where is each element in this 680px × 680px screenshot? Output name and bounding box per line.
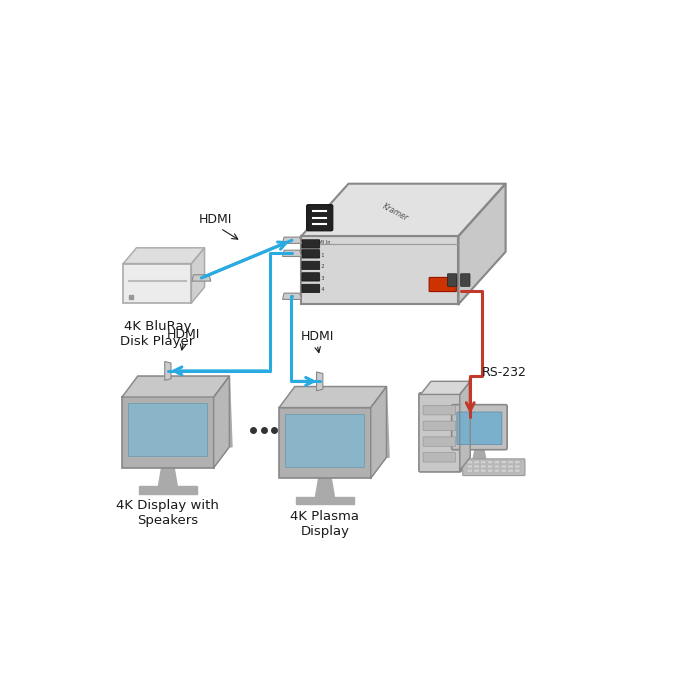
FancyBboxPatch shape xyxy=(467,465,473,468)
FancyBboxPatch shape xyxy=(419,393,461,472)
FancyBboxPatch shape xyxy=(423,405,456,415)
Polygon shape xyxy=(296,496,354,505)
Polygon shape xyxy=(473,448,486,458)
FancyBboxPatch shape xyxy=(452,405,507,449)
Polygon shape xyxy=(122,376,229,397)
Polygon shape xyxy=(371,387,386,478)
FancyBboxPatch shape xyxy=(501,460,507,464)
Text: HDMI In: HDMI In xyxy=(311,240,330,245)
Polygon shape xyxy=(301,236,458,304)
Polygon shape xyxy=(282,293,301,299)
FancyBboxPatch shape xyxy=(429,277,456,292)
FancyBboxPatch shape xyxy=(423,437,456,446)
FancyBboxPatch shape xyxy=(481,465,486,468)
FancyBboxPatch shape xyxy=(302,284,320,292)
FancyBboxPatch shape xyxy=(508,469,513,472)
Polygon shape xyxy=(460,381,471,471)
FancyBboxPatch shape xyxy=(462,459,525,475)
Text: 4K BluRay
Disk Player: 4K BluRay Disk Player xyxy=(120,320,194,348)
Polygon shape xyxy=(282,237,301,243)
Polygon shape xyxy=(139,486,197,494)
FancyBboxPatch shape xyxy=(307,205,333,231)
FancyBboxPatch shape xyxy=(447,274,457,286)
Text: HDMI: HDMI xyxy=(199,213,232,226)
FancyBboxPatch shape xyxy=(474,465,479,468)
Polygon shape xyxy=(129,403,207,456)
FancyBboxPatch shape xyxy=(302,240,320,248)
Polygon shape xyxy=(165,362,171,380)
FancyBboxPatch shape xyxy=(460,274,470,286)
FancyBboxPatch shape xyxy=(474,469,479,472)
FancyBboxPatch shape xyxy=(508,460,513,464)
FancyBboxPatch shape xyxy=(302,250,320,258)
Text: Out 1: Out 1 xyxy=(311,253,324,258)
FancyBboxPatch shape xyxy=(515,469,520,472)
Text: Out 4: Out 4 xyxy=(311,288,324,292)
Polygon shape xyxy=(123,264,192,303)
Polygon shape xyxy=(192,248,205,303)
FancyBboxPatch shape xyxy=(508,465,513,468)
FancyBboxPatch shape xyxy=(467,460,473,464)
FancyBboxPatch shape xyxy=(501,469,507,472)
Polygon shape xyxy=(123,248,205,264)
FancyBboxPatch shape xyxy=(467,469,473,472)
FancyBboxPatch shape xyxy=(488,469,493,472)
FancyBboxPatch shape xyxy=(515,460,520,464)
FancyBboxPatch shape xyxy=(501,465,507,468)
FancyBboxPatch shape xyxy=(423,453,456,462)
FancyBboxPatch shape xyxy=(302,261,320,269)
Text: 4K Plasma
Display: 4K Plasma Display xyxy=(290,509,360,538)
Polygon shape xyxy=(295,387,389,457)
FancyBboxPatch shape xyxy=(488,465,493,468)
FancyBboxPatch shape xyxy=(474,460,479,464)
FancyBboxPatch shape xyxy=(481,460,486,464)
Text: HDMI: HDMI xyxy=(167,328,200,341)
Text: 4K Display with
Speakers: 4K Display with Speakers xyxy=(116,499,219,527)
FancyBboxPatch shape xyxy=(494,469,500,472)
FancyBboxPatch shape xyxy=(515,465,520,468)
FancyBboxPatch shape xyxy=(494,465,500,468)
Polygon shape xyxy=(458,184,505,304)
Polygon shape xyxy=(122,397,214,468)
Polygon shape xyxy=(158,468,177,486)
Polygon shape xyxy=(138,376,232,447)
Text: Kramer: Kramer xyxy=(381,202,410,223)
Polygon shape xyxy=(279,387,386,407)
Polygon shape xyxy=(279,407,371,478)
Text: RS-232: RS-232 xyxy=(482,366,527,379)
FancyBboxPatch shape xyxy=(481,469,486,472)
Polygon shape xyxy=(420,381,471,394)
Polygon shape xyxy=(192,275,211,281)
Polygon shape xyxy=(317,372,323,391)
Text: Out 3: Out 3 xyxy=(311,276,324,281)
FancyBboxPatch shape xyxy=(488,460,493,464)
Polygon shape xyxy=(282,250,301,256)
Polygon shape xyxy=(316,478,335,496)
FancyBboxPatch shape xyxy=(423,421,456,430)
Polygon shape xyxy=(286,414,364,466)
FancyBboxPatch shape xyxy=(302,273,320,281)
Text: Out 2: Out 2 xyxy=(311,265,324,269)
Text: HDMI: HDMI xyxy=(301,330,334,343)
FancyBboxPatch shape xyxy=(494,460,500,464)
Polygon shape xyxy=(214,376,229,468)
FancyBboxPatch shape xyxy=(457,412,502,445)
Polygon shape xyxy=(301,184,505,236)
